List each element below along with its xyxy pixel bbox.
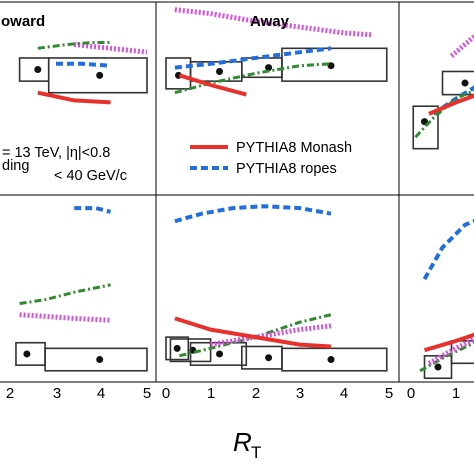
series-line-monash (178, 73, 247, 97)
x-tick-label: 1 (207, 385, 215, 402)
data-point-marker (34, 66, 42, 74)
data-point-marker (216, 350, 224, 358)
data-point-syst-box (450, 340, 474, 365)
data-point-marker (434, 363, 442, 371)
x-tick-label: 2 (252, 385, 260, 402)
x-axis-right: 0 1 (407, 385, 460, 402)
data-point-marker (23, 350, 31, 358)
data-point-marker (96, 356, 104, 364)
data-point-syst-box (15, 341, 46, 366)
x-tick-label: 2 (6, 385, 14, 402)
data-point-marker (216, 67, 224, 75)
data-point-syst-box (412, 105, 439, 150)
data-point-marker (265, 64, 273, 72)
x-axis-left: 2 3 4 5 (6, 385, 151, 402)
data-point-marker (265, 354, 273, 362)
data-point-marker (96, 71, 104, 79)
panel-marks-trans-bottom (419, 219, 474, 380)
data-point-marker (461, 79, 469, 87)
series-line-monash (174, 316, 332, 349)
x-tick-label: 4 (97, 385, 105, 402)
x-tick-label: 4 (340, 385, 348, 402)
data-point-syst-box (241, 345, 283, 370)
x-axis-middle: 0 1 2 3 4 5 (162, 385, 393, 402)
series-line-ropes (174, 204, 332, 224)
series-line-magenta (210, 323, 332, 348)
x-tick-label: 3 (53, 385, 61, 402)
legend-label-monash: PYTHIA8 Monash (236, 140, 352, 156)
x-tick-label: 5 (385, 385, 393, 402)
panel-frame-trans-bottom (398, 194, 474, 383)
series-line-green (414, 89, 474, 139)
data-point-syst-box (44, 347, 148, 372)
panel-marks-toward-top (18, 41, 148, 105)
data-point-marker (173, 344, 181, 352)
series-line-ropes (422, 219, 474, 281)
panel-title-away: Away (250, 13, 290, 30)
legend-label-ropes: PYTHIA8 ropes (236, 161, 337, 177)
x-tick-label: 1 (452, 385, 460, 402)
data-point-syst-box (281, 47, 388, 82)
x-tick-label: 0 (162, 385, 170, 402)
chart-marks (15, 7, 474, 380)
info-energy-eta: = 13 TeV, |η|<0.8 (2, 145, 110, 161)
series-line-monash (428, 93, 474, 116)
series-line-magenta (73, 42, 148, 55)
series-line-monash (37, 90, 111, 105)
series-line-green (37, 41, 111, 50)
data-point-marker (327, 62, 335, 70)
x-axis-title-subscript: T (251, 443, 261, 462)
series-line-monash (423, 332, 474, 353)
series-line-magenta (174, 7, 372, 38)
series-line-green (174, 62, 332, 95)
panel-marks-trans-top (412, 33, 474, 150)
panel-frame-away-bottom (155, 194, 400, 383)
x-axis-title: R (233, 427, 252, 457)
series-line-magenta (19, 312, 111, 323)
panel-marks-away-bottom (165, 204, 388, 372)
info-leading-fragment: ding (2, 158, 29, 174)
panel-title-toward: oward (1, 13, 45, 30)
panel-marks-toward-bottom (15, 206, 148, 372)
series-line-green (19, 283, 111, 305)
data-point-syst-box (18, 57, 50, 82)
data-point-marker (327, 356, 335, 364)
x-tick-label: 5 (143, 385, 151, 402)
series-line-ropes (74, 206, 112, 214)
data-point-syst-box (47, 57, 148, 94)
series-line-green (419, 341, 474, 373)
data-point-syst-box (281, 347, 388, 372)
series-line-ropes (56, 61, 111, 68)
x-tick-label: 0 (407, 385, 415, 402)
data-point-syst-box (165, 336, 190, 361)
series-line-magenta (449, 33, 474, 58)
panel-marks-away-top (165, 7, 388, 97)
x-tick-label: 3 (296, 385, 304, 402)
series-line-ropes (174, 46, 332, 70)
data-point-syst-box (441, 70, 474, 96)
info-pt-range: < 40 GeV/c (54, 168, 127, 184)
legend: PYTHIA8 Monash PYTHIA8 ropes (190, 140, 352, 177)
